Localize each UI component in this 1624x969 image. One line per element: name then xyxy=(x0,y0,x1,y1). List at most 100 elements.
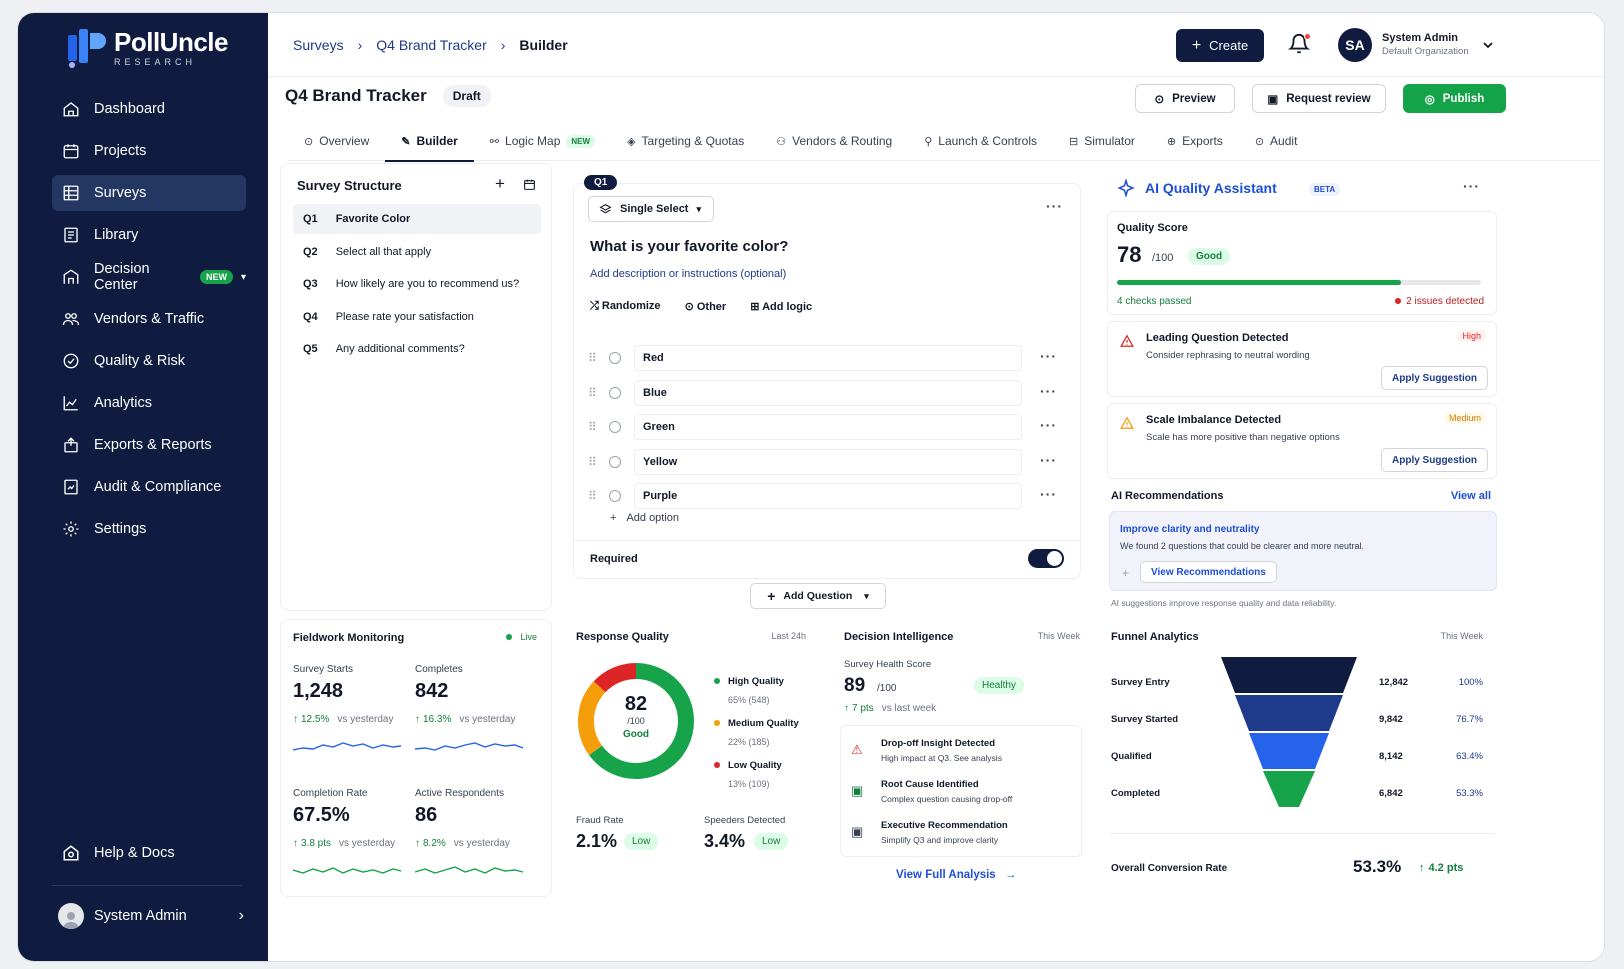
option-input[interactable]: Yellow xyxy=(634,448,1022,475)
insight-item[interactable]: ▣ Executive Recommendation Simplify Q3 and… xyxy=(851,820,1075,845)
randomize-toggle[interactable]: ⤮ Randomize xyxy=(590,300,661,313)
plus-icon: + xyxy=(1191,36,1202,54)
metric-delta-value: 8.2% xyxy=(423,838,446,849)
drag-handle-icon[interactable]: ⠿ xyxy=(588,420,597,435)
metric-delta: ↑ 3.8 pts vs yesterday xyxy=(293,838,395,849)
option-input[interactable]: Blue xyxy=(634,379,1022,406)
sidebar-item-exports-reports[interactable]: Exports & Reports xyxy=(52,427,246,463)
tab-audit[interactable]: ⊙ Audit xyxy=(1239,121,1314,161)
create-button[interactable]: + Create xyxy=(1176,29,1264,62)
question-type-select[interactable]: Single Select ▾ xyxy=(588,196,714,222)
quality-legend-item: Medium Quality 22% (185) xyxy=(714,713,799,747)
drag-handle-icon[interactable]: ⠿ xyxy=(588,385,597,400)
option-menu-icon[interactable]: ··· xyxy=(1040,348,1057,364)
view-full-analysis-link[interactable]: View Full Analysis → xyxy=(896,869,1016,881)
option-menu-icon[interactable]: ··· xyxy=(1040,486,1057,503)
view-recommendations-button[interactable]: View Recommendations xyxy=(1140,561,1277,583)
option-input[interactable]: Red xyxy=(634,345,1022,371)
publish-button[interactable]: ◎ Publish xyxy=(1403,84,1506,113)
tab-logic-map[interactable]: ⚯ Logic Map NEW xyxy=(474,121,611,161)
question-menu-icon[interactable]: ··· xyxy=(1046,198,1063,214)
question-text[interactable]: What is your favorite color? xyxy=(590,238,789,255)
header-avatar[interactable]: SA xyxy=(1338,28,1372,62)
question-description[interactable]: Add description or instructions (optiona… xyxy=(590,268,787,280)
header-user-info[interactable]: System Admin Default Organization xyxy=(1382,31,1469,59)
option-menu-icon[interactable]: ··· xyxy=(1040,382,1057,399)
tab-targeting-quotas[interactable]: ◈ Targeting & Quotas xyxy=(611,121,760,161)
sidebar-item-library[interactable]: Library xyxy=(52,217,246,253)
option-input[interactable]: Purple xyxy=(634,483,1022,510)
metric-delta: ↑ 16.3% vs yesterday xyxy=(415,714,516,725)
tab-exports[interactable]: ⊕ Exports xyxy=(1151,121,1239,161)
sidebar-item-analytics[interactable]: Analytics xyxy=(52,385,246,421)
tab-simulator[interactable]: ⊟ Simulator xyxy=(1053,121,1151,161)
sidebar-user[interactable]: System Admin › xyxy=(52,899,246,933)
structure-item[interactable]: Q1 Favorite Color xyxy=(293,204,541,234)
structure-item-text: Please rate your satisfaction xyxy=(335,310,474,323)
arrow-right-icon: → xyxy=(1004,869,1017,881)
header-user-name: System Admin xyxy=(1382,32,1459,44)
page-header: Q4 Brand Tracker Draft xyxy=(285,85,491,107)
chevron-down-icon[interactable] xyxy=(1482,39,1494,51)
option-input[interactable]: Green xyxy=(634,414,1022,441)
editor-divider xyxy=(574,540,1080,541)
request-review-button[interactable]: ▣ Request review xyxy=(1252,84,1386,113)
option-menu-icon[interactable]: ··· xyxy=(1040,417,1057,434)
structure-item[interactable]: Q4 Please rate your satisfaction xyxy=(293,302,541,332)
tab-builder[interactable]: ✎ Builder xyxy=(385,121,474,162)
play-icon: ⊙ xyxy=(1154,93,1165,106)
sidebar-item-projects[interactable]: Projects xyxy=(52,133,246,169)
brand-logo[interactable]: PollUncle RESEARCH xyxy=(66,27,228,69)
structure-item[interactable]: Q3 How likely are you to recommend us? xyxy=(293,269,541,299)
sidebar-item-surveys[interactable]: Surveys xyxy=(52,175,246,211)
add-question-button[interactable]: + Add Question ▾ xyxy=(750,583,886,609)
warning-icon xyxy=(1120,334,1134,347)
tab-launch-controls[interactable]: ⚲ Launch & Controls xyxy=(908,121,1053,161)
sidebar-item-quality-risk[interactable]: Quality & Risk xyxy=(52,343,246,379)
tab-vendors-routing[interactable]: ⚇ Vendors & Routing xyxy=(760,121,908,161)
ai-menu-icon[interactable]: ··· xyxy=(1463,178,1480,194)
fieldwork-card: Fieldwork Monitoring Live Survey Starts 1… xyxy=(280,619,552,897)
chevron-right-icon: › xyxy=(357,37,363,53)
sidebar-item-audit-compliance[interactable]: Audit & Compliance xyxy=(52,469,246,505)
apply-suggestion-button[interactable]: Apply Suggestion xyxy=(1381,448,1488,472)
sidebar-item-label: Vendors & Traffic xyxy=(94,311,205,327)
drag-handle-icon[interactable]: ⠿ xyxy=(588,351,597,365)
drag-handle-icon[interactable]: ⠿ xyxy=(588,454,597,469)
sidebar-item-decision-center[interactable]: Decision Center NEW ▾ xyxy=(52,259,246,295)
insight-item[interactable]: ⚠ Drop-off Insight Detected High impact at… xyxy=(851,738,1075,763)
add-option-button[interactable]: + Add option xyxy=(610,512,679,524)
add-question-icon[interactable]: + xyxy=(495,174,505,193)
donut-slice xyxy=(593,663,637,693)
sidebar-item-vendors-traffic[interactable]: Vendors & Traffic xyxy=(52,301,246,337)
insight-desc: Complex question causing drop-off xyxy=(881,794,1013,804)
structure-item[interactable]: Q5 Any additional comments? xyxy=(293,334,541,364)
tab-overview[interactable]: ⊙ Overview xyxy=(288,121,385,161)
metric-delta-vs: vs yesterday xyxy=(339,838,396,849)
required-toggle[interactable] xyxy=(1028,549,1064,568)
export-icon xyxy=(64,437,78,453)
preview-label: Preview xyxy=(1172,92,1216,105)
add-logic-button[interactable]: ⊞ Add logic xyxy=(750,300,812,313)
header-user-org: Default Organization xyxy=(1382,46,1469,57)
other-toggle[interactable]: ⊙ Other xyxy=(685,300,727,313)
metric-delta-vs: vs yesterday xyxy=(453,838,510,849)
crumb-project[interactable]: Q4 Brand Tracker xyxy=(376,37,487,53)
drag-handle-icon[interactable]: ⠿ xyxy=(588,489,597,504)
preview-button[interactable]: ⊙ Preview xyxy=(1135,84,1235,113)
insight-item[interactable]: ▣ Root Cause Identified Complex question c… xyxy=(851,779,1075,804)
crumb-surveys[interactable]: Surveys xyxy=(293,37,344,53)
sidebar-item-settings[interactable]: Settings xyxy=(52,511,246,547)
view-all-link[interactable]: View all xyxy=(1450,490,1491,502)
structure-item[interactable]: Q2 Select all that apply xyxy=(293,237,541,267)
calendar-icon[interactable] xyxy=(523,178,536,191)
help-docs-link[interactable]: Help & Docs xyxy=(52,835,246,871)
insight-title: Drop-off Insight Detected xyxy=(881,738,995,749)
notifications-button[interactable] xyxy=(1287,33,1312,57)
sidebar-item-dashboard[interactable]: Dashboard xyxy=(52,91,246,127)
issue-desc: Consider rephrasing to neutral wording xyxy=(1146,350,1310,361)
library-icon xyxy=(64,227,78,243)
apply-suggestion-button[interactable]: Apply Suggestion xyxy=(1381,366,1488,390)
quality-legend-item: High Quality 65% (548) xyxy=(714,671,784,705)
option-menu-icon[interactable]: ··· xyxy=(1040,451,1057,468)
